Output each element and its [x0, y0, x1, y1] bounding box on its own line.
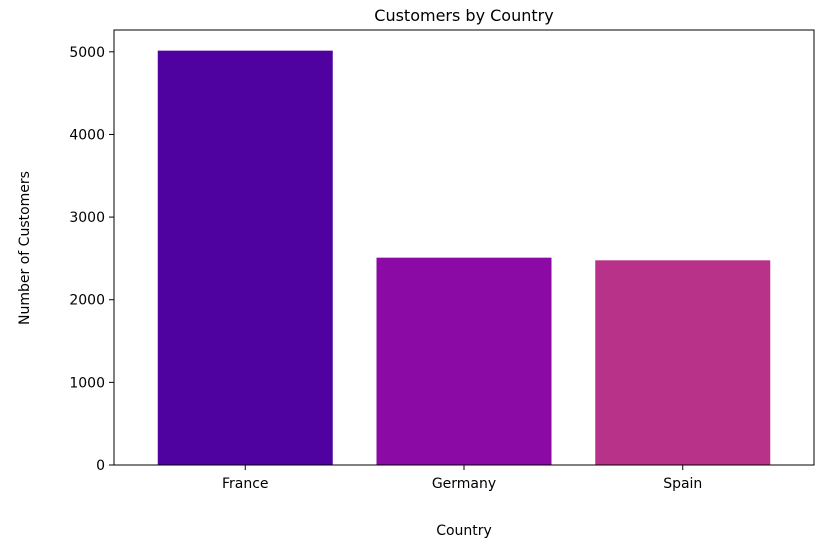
x-axis-label: Country	[436, 523, 492, 539]
y-tick-label: 0	[96, 458, 105, 474]
y-tick-label: 3000	[69, 210, 105, 226]
plot-frame	[113, 29, 815, 466]
bar-germany	[376, 257, 552, 465]
y-tick-label: 2000	[69, 293, 105, 309]
y-axis-label: Number of Customers	[17, 171, 33, 325]
bar-spain	[595, 260, 771, 465]
chart-title: Customers by Country	[374, 6, 553, 25]
y-tick-label: 5000	[69, 45, 105, 61]
bars-group	[157, 50, 771, 466]
bar-france	[157, 50, 333, 466]
y-tick-label: 4000	[69, 127, 105, 143]
x-tick-label: Spain	[663, 476, 702, 492]
y-axis-ticks: 0 1000 2000 3000 4000 5000	[69, 45, 114, 474]
x-axis-ticks: France Germany Spain	[222, 465, 702, 492]
x-tick-label: France	[222, 476, 269, 492]
x-tick-label: Germany	[432, 476, 496, 492]
y-tick-label: 1000	[69, 375, 105, 391]
